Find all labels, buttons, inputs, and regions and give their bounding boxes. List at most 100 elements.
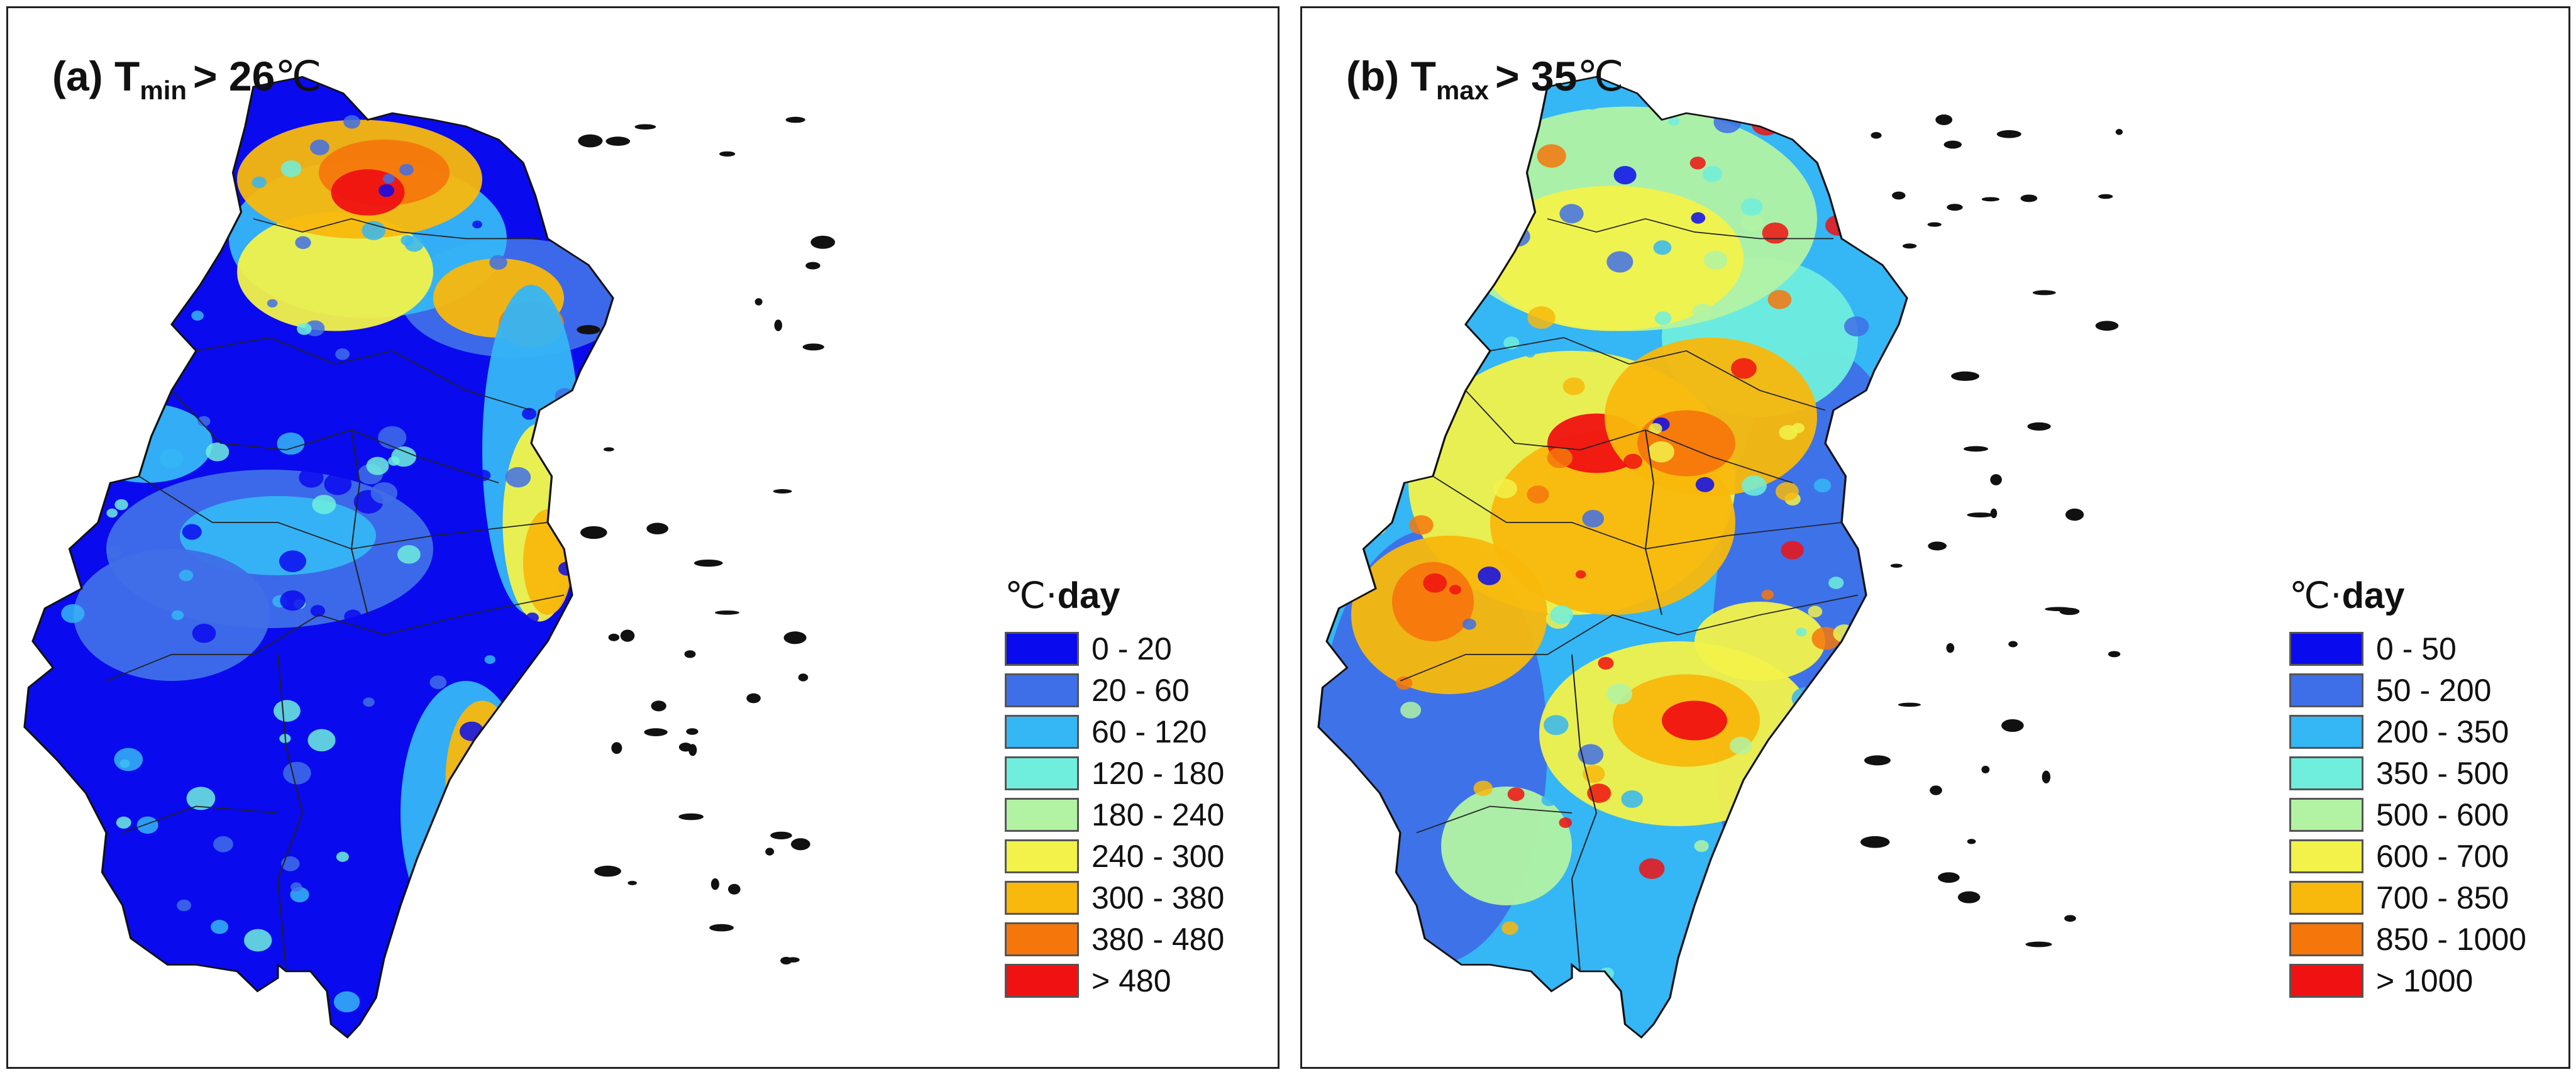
map-0-spot [197, 416, 211, 427]
map-1-spot [1606, 683, 1633, 705]
panel-a-tmin-map: (a) Tmin > 26℃ ℃·day 0 - 20 20 - 60 60 - 12… [6, 6, 1280, 1069]
map-1-spot [1692, 303, 1713, 321]
map-0-spot [307, 729, 336, 752]
legend-b-title: ℃·day [2289, 574, 2405, 617]
map-1-island [1947, 204, 1963, 211]
map-1-spot [1501, 921, 1518, 935]
map-0-spot [77, 326, 98, 343]
map-1-island [1927, 222, 1942, 227]
map-0-spot [52, 539, 62, 548]
map-0-spot [192, 624, 216, 643]
map-1-spot [1740, 198, 1763, 216]
map-1-spot [1654, 311, 1672, 325]
map-0-spot [267, 299, 278, 308]
map-0-spot [213, 836, 233, 853]
legend-a-label: 240 - 300 [1092, 839, 1225, 874]
map-1-spot [1754, 917, 1783, 941]
map-0-spot [182, 524, 202, 540]
map-0-spot [290, 882, 302, 892]
map-0-spot [283, 761, 311, 785]
map-1-spot [1639, 858, 1665, 880]
map-1-admin-boundary [1465, 390, 1793, 483]
legend-a-label: 20 - 60 [1092, 673, 1190, 708]
map-1-spot [1828, 577, 1844, 589]
map-0-island [805, 262, 821, 270]
legend-a-label: 120 - 180 [1092, 756, 1225, 791]
map-1-spot [1352, 834, 1366, 844]
legend-a-swatch [1005, 922, 1079, 956]
legend-b-swatch [2289, 632, 2363, 666]
map-0-spot [563, 822, 578, 834]
map-1-spot [1703, 250, 1728, 270]
map-0-spot [52, 985, 67, 998]
map-1-admin-boundary [1400, 594, 1859, 682]
map-1-spot [1647, 846, 1664, 859]
map-0-spot [363, 697, 375, 707]
map-1-spot [1781, 541, 1804, 560]
map-0-spot [292, 973, 310, 988]
map-1-spot [1751, 111, 1781, 136]
map-0-spot [277, 432, 305, 455]
map-1-spot [1802, 791, 1825, 810]
map-1-island [1990, 508, 1998, 519]
map-0-island [678, 813, 704, 820]
map-0-admin-boundary [171, 390, 499, 483]
map-0-spot [399, 163, 414, 176]
map-1-island [2027, 422, 2051, 431]
map-1-admin-boundary [1644, 429, 1663, 616]
map-1-spot [1853, 1000, 1866, 1011]
map-1-island [1963, 446, 1989, 452]
map-1-spot [1582, 509, 1605, 528]
map-0-spot [61, 604, 85, 623]
legend-b-swatch [2289, 673, 2363, 707]
map-1-spot [1387, 923, 1407, 939]
map-1-spot [1869, 787, 1893, 806]
map-1-island [1930, 785, 1942, 795]
map-0-spot [145, 368, 167, 386]
map-1-spot [1423, 336, 1442, 351]
map-1-spot [1702, 165, 1723, 182]
map-1-zone [1694, 601, 1825, 681]
legend-a-title: ℃·day [1005, 574, 1120, 617]
map-1-zone [1662, 700, 1727, 741]
map-0-island [688, 744, 697, 756]
map-1-spot [1613, 166, 1637, 185]
map-1-spot [1808, 605, 1823, 617]
map-0-island [686, 728, 699, 735]
map-0-spot [107, 546, 121, 558]
map-1-island [2008, 641, 2018, 648]
map-0-spot [329, 952, 346, 966]
map-1-spot [1440, 321, 1454, 333]
map-0-island [727, 883, 741, 895]
map-1-island [1864, 755, 1891, 766]
map-0-spot [259, 351, 278, 367]
map-0-spot [375, 445, 388, 455]
map-0-island [755, 298, 763, 306]
map-0-spot [299, 468, 324, 488]
map-1-spot [1478, 566, 1501, 585]
map-1-spot [1527, 485, 1549, 504]
map-0-island [644, 728, 668, 736]
map-1-spot [1427, 104, 1454, 127]
legend-b-swatch [2289, 715, 2363, 749]
map-1-spot [1537, 144, 1566, 168]
legend-a-swatch [1005, 839, 1079, 873]
map-1-spot [1689, 157, 1706, 170]
map-1-spot [1813, 478, 1832, 493]
legend-a-swatch [1005, 798, 1079, 832]
map-0-spot [229, 407, 258, 431]
map-1-island [2065, 508, 2084, 521]
map-1-admin-boundary [1432, 475, 1842, 550]
map-0-spot [92, 898, 104, 907]
legend-b-label: 350 - 500 [2376, 756, 2509, 791]
map-0-spot [70, 409, 99, 433]
map-1-island [1902, 243, 1917, 249]
map-0-spot [560, 648, 577, 662]
map-1-zone [1637, 410, 1735, 477]
map-0-spot [366, 456, 389, 475]
legend-a-row: 300 - 380 [1005, 877, 1224, 919]
map-0-spot [106, 508, 118, 518]
map-1-spot [1653, 240, 1672, 255]
map-0-spot [83, 417, 99, 431]
map-0-island [611, 742, 622, 754]
